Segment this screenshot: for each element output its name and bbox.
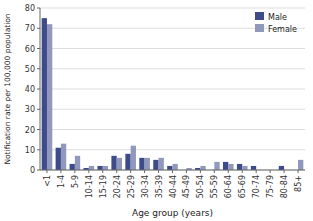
bar: [228, 164, 233, 170]
bar: [159, 158, 164, 170]
y-tick-label: 80: [25, 4, 35, 13]
bar: [167, 166, 172, 170]
bar: [131, 146, 136, 170]
x-tick-label: 20-24: [113, 175, 122, 198]
bar: [251, 166, 256, 170]
x-tick-label: 80-84: [280, 175, 289, 198]
x-tick: [74, 170, 75, 173]
bar: [111, 156, 116, 170]
x-tick: [172, 170, 173, 173]
y-tick-label: 60: [25, 45, 35, 54]
x-tick: [200, 170, 201, 173]
bar: [279, 166, 284, 170]
bar: [117, 158, 122, 170]
x-tick: [60, 170, 61, 173]
grid-line: [40, 89, 305, 90]
y-axis: [40, 8, 41, 170]
x-tick-label: 35-39: [155, 175, 164, 198]
y-tick-label: 40: [25, 85, 35, 94]
bar: [125, 154, 130, 170]
bar: [70, 164, 75, 170]
x-tick-label: 40-44: [169, 175, 178, 198]
x-tick-label: 55-59: [210, 175, 219, 198]
x-tick: [46, 170, 47, 173]
x-tick-label: 15-19: [99, 175, 108, 198]
y-tick-label: 70: [25, 24, 35, 33]
bar: [47, 24, 52, 170]
x-tick-label: 10-14: [85, 175, 94, 198]
x-tick-label: 30-34: [141, 175, 150, 198]
x-tick: [256, 170, 257, 173]
y-axis-label: Notification rate per 100,000 population: [3, 13, 12, 164]
x-tick-label: <1: [43, 175, 52, 187]
bar: [75, 156, 80, 170]
legend-label: Female: [268, 25, 297, 34]
x-tick-label: 25-29: [127, 175, 136, 198]
x-tick-label: 5-9: [71, 175, 80, 188]
bar: [97, 166, 102, 170]
x-tick: [242, 170, 243, 173]
x-tick-label: 70-74: [252, 175, 261, 198]
bar: [89, 166, 94, 170]
grid-line: [40, 109, 305, 110]
x-tick-label: 85+: [294, 175, 303, 192]
grid-line: [40, 8, 305, 9]
x-tick: [284, 170, 285, 173]
x-tick: [144, 170, 145, 173]
bar: [200, 166, 205, 170]
x-tick: [228, 170, 229, 173]
x-tick-label: 60-64: [224, 175, 233, 198]
legend-swatch: [255, 24, 264, 32]
x-tick: [158, 170, 159, 173]
grid-line: [40, 28, 305, 29]
legend: Male Female: [255, 12, 297, 34]
bar: [223, 162, 228, 170]
bars: [42, 18, 304, 170]
bar: [298, 160, 303, 170]
bar: [242, 166, 247, 170]
x-tick: [116, 170, 117, 173]
x-tick: [186, 170, 187, 173]
bar: [173, 164, 178, 170]
x-tick-label: 50-54: [196, 175, 205, 198]
grid-line: [40, 129, 305, 130]
bar: [61, 144, 66, 170]
x-tick: [270, 170, 271, 173]
bar: [103, 166, 108, 170]
x-tick: [102, 170, 103, 173]
x-axis-label: Age group (years): [132, 208, 213, 218]
bar: [42, 18, 47, 170]
y-tick-label: 50: [25, 65, 35, 74]
x-tick-label: 65-69: [238, 175, 247, 198]
x-tick-label: 45-49: [182, 175, 191, 198]
x-tick: [88, 170, 89, 173]
bar: [139, 158, 144, 170]
grid-line: [40, 48, 305, 49]
x-tick: [298, 170, 299, 173]
x-tick: [130, 170, 131, 173]
x-tick: [214, 170, 215, 173]
grid-line: [40, 68, 305, 69]
bar: [56, 148, 61, 170]
bar: [237, 164, 242, 170]
bar: [153, 160, 158, 170]
y-tick-label: 10: [25, 146, 35, 155]
y-tick-label: 30: [25, 105, 35, 114]
grid-line: [40, 149, 305, 150]
y-tick-label: 0: [30, 166, 35, 175]
y-tick-label: 20: [25, 126, 35, 135]
chart: 0 10 20 30 40 50 60 70 80 <1 1-4 5-9 10-14 15-19 20-24…: [0, 0, 313, 221]
x-tick-label: 1-4: [57, 175, 66, 188]
legend-label: Male: [268, 13, 287, 22]
x-tick-label: 75-79: [266, 175, 275, 198]
bar: [214, 162, 219, 170]
legend-swatch: [255, 12, 264, 20]
bar: [145, 158, 150, 170]
